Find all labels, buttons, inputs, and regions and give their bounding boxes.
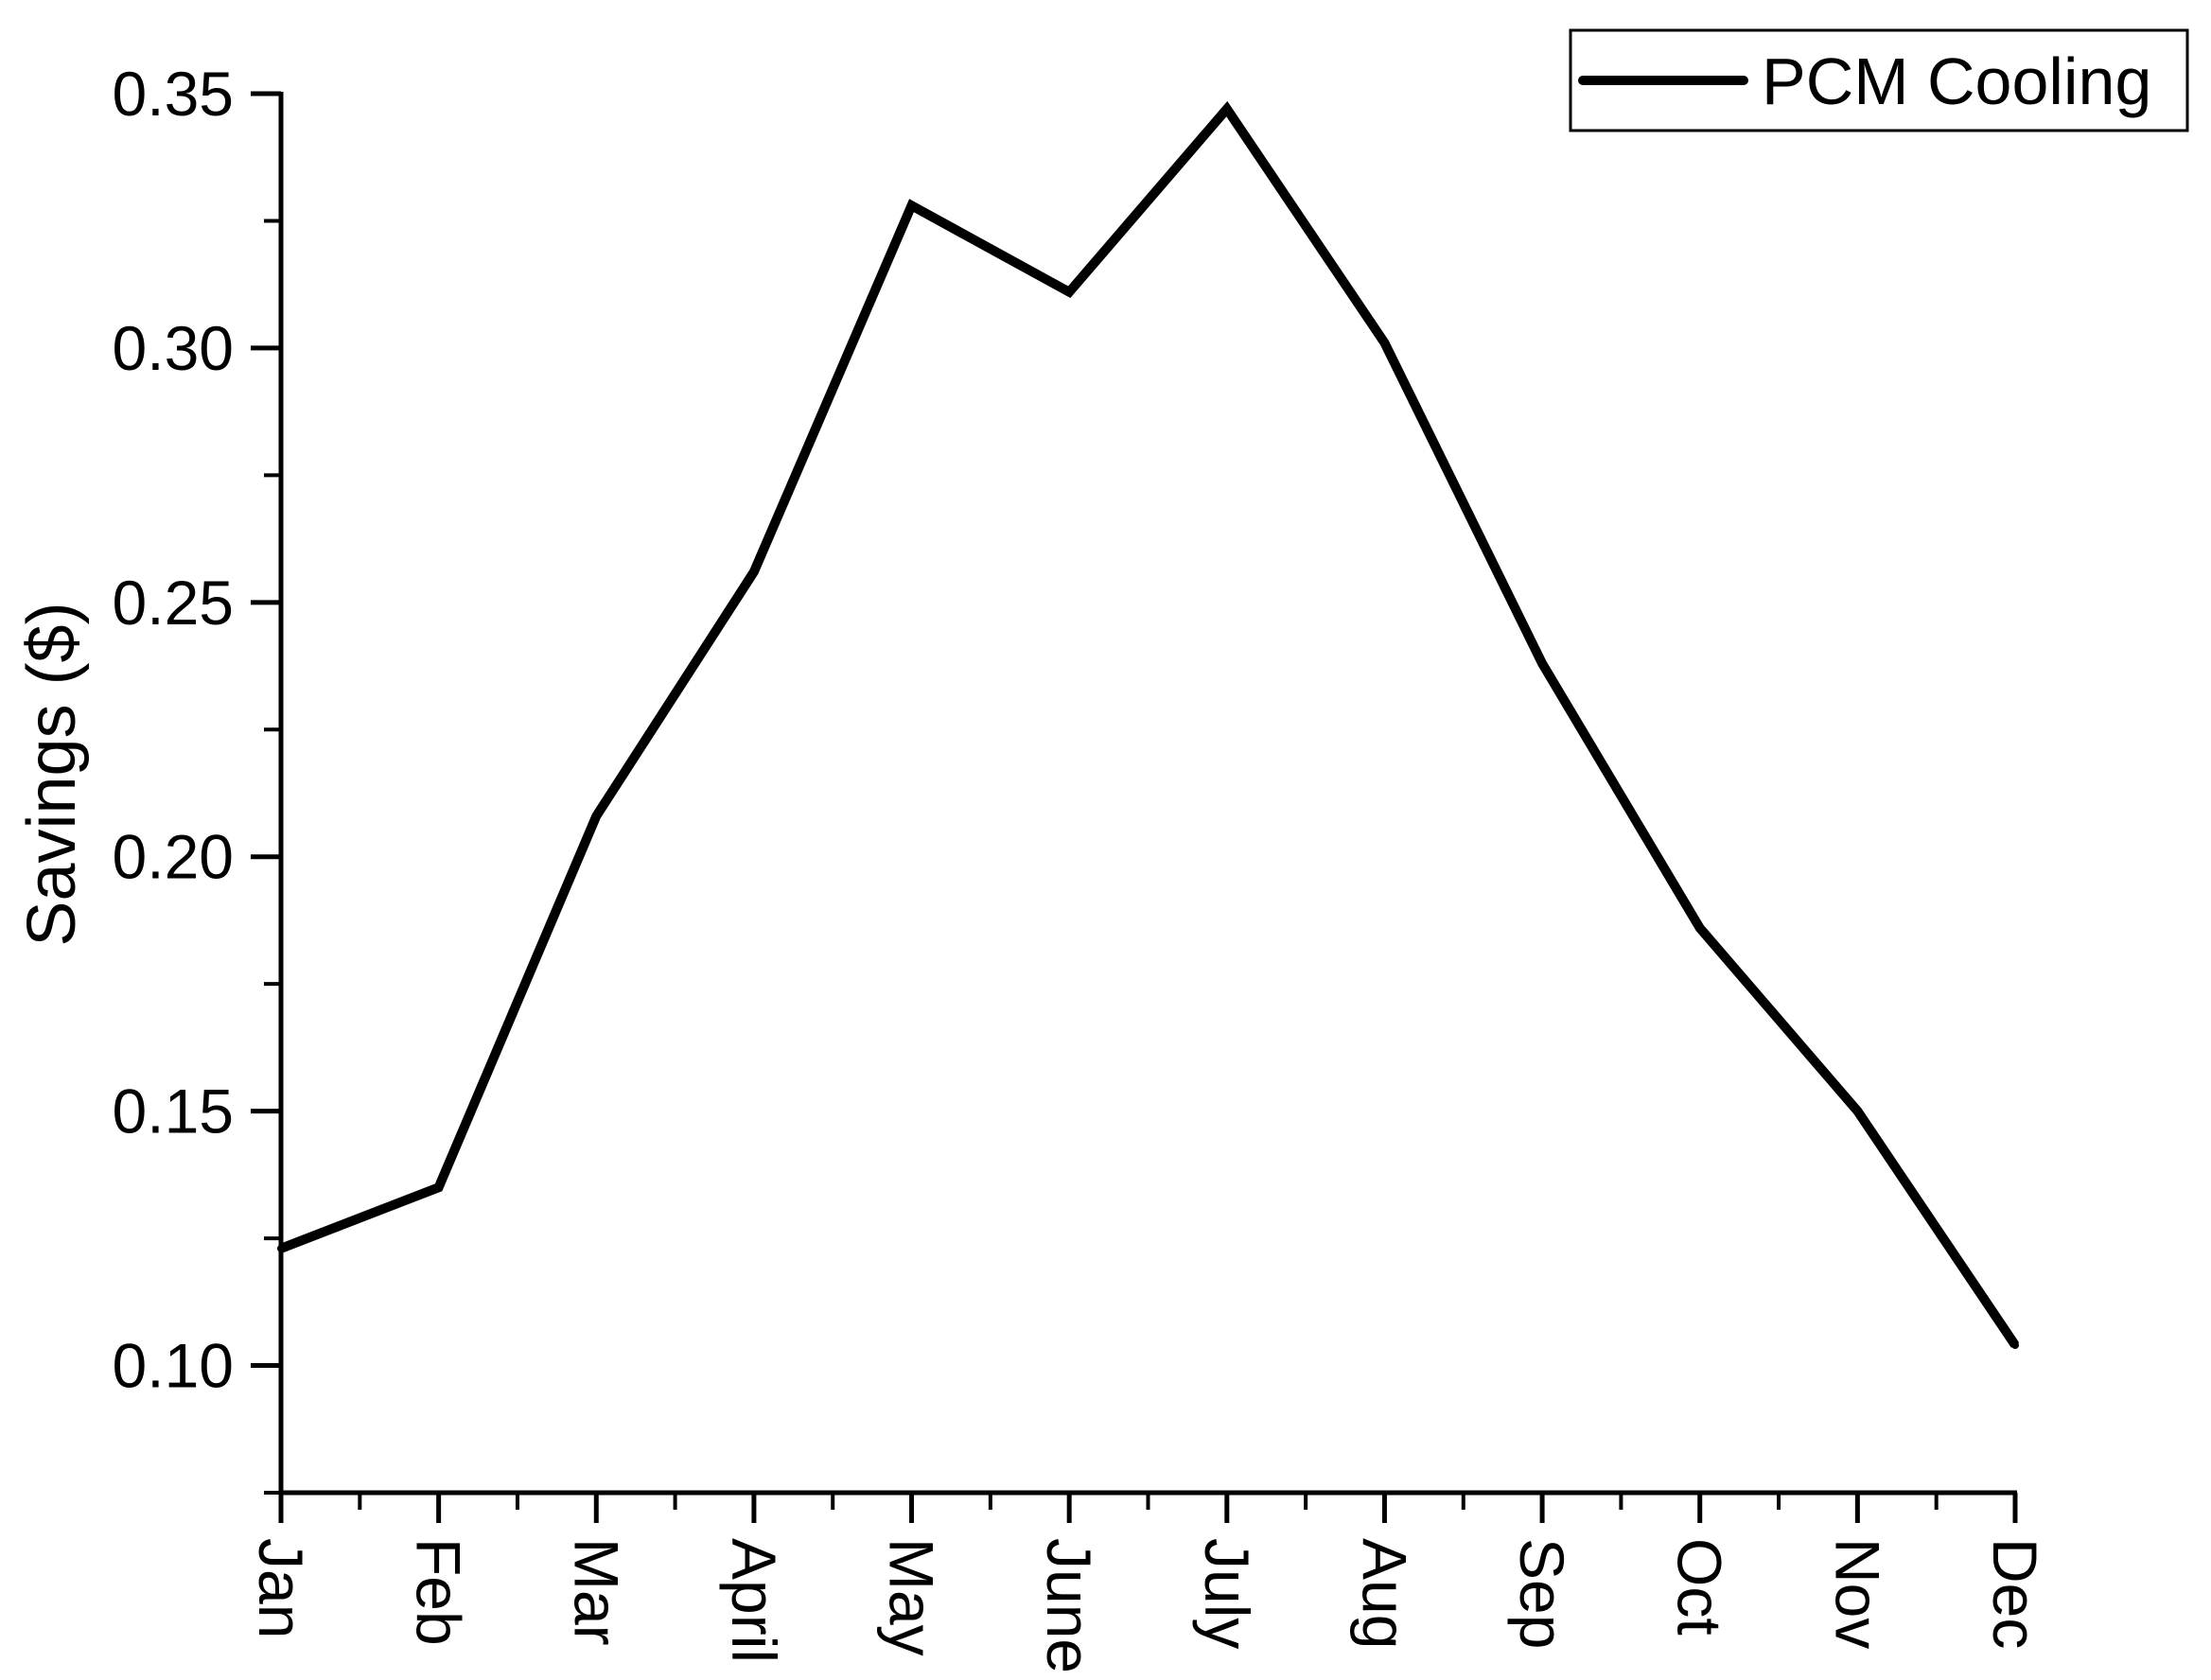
legend: PCM Cooling	[1569, 28, 2189, 132]
data-point	[2011, 1341, 2019, 1350]
x-tick-label: Aug	[1349, 1538, 1419, 1649]
x-tick-label: June	[1034, 1538, 1104, 1673]
x-tick-label: July	[1192, 1538, 1262, 1649]
y-tick-label: 0.30	[113, 313, 234, 383]
x-tick-label: May	[877, 1538, 947, 1656]
x-tick-label: Feb	[404, 1538, 474, 1646]
x-tick-label: Dec	[1980, 1538, 2050, 1649]
data-point	[1695, 924, 1704, 933]
y-tick-label: 0.35	[113, 59, 234, 129]
x-tick-label: April	[719, 1538, 789, 1663]
data-point	[1853, 1107, 1862, 1115]
y-tick-label: 0.20	[113, 822, 234, 892]
ticks	[251, 91, 2018, 1523]
data-point	[434, 1183, 443, 1192]
data-point	[277, 1244, 285, 1252]
data-point	[1538, 659, 1547, 668]
legend-label: PCM Cooling	[1762, 44, 2151, 118]
axes	[278, 92, 2017, 1496]
data-point	[907, 201, 916, 210]
y-tick-label: 0.15	[113, 1076, 234, 1146]
y-tick-label: 0.10	[113, 1331, 234, 1401]
series-line	[279, 100, 2020, 1348]
data-point	[1065, 288, 1074, 296]
y-axis-title: Savings ($)	[14, 602, 90, 946]
data-point	[1222, 105, 1231, 114]
y-tick-label: 0.25	[113, 568, 234, 638]
data-point	[592, 812, 601, 820]
x-tick-label: Mar	[561, 1538, 631, 1646]
x-tick-label: Nov	[1822, 1538, 1892, 1649]
x-tick-label: Oct	[1665, 1538, 1735, 1636]
tick-labels: 0.10 0.15 0.20 0.25 0.30 0.35 Jan Feb Mar April Ma…	[113, 59, 2050, 1673]
data-point	[1380, 339, 1389, 347]
x-tick-label: Sep	[1507, 1538, 1577, 1649]
x-tick-label: Jan	[246, 1538, 316, 1638]
data-point	[749, 568, 758, 576]
series	[277, 100, 2020, 1350]
